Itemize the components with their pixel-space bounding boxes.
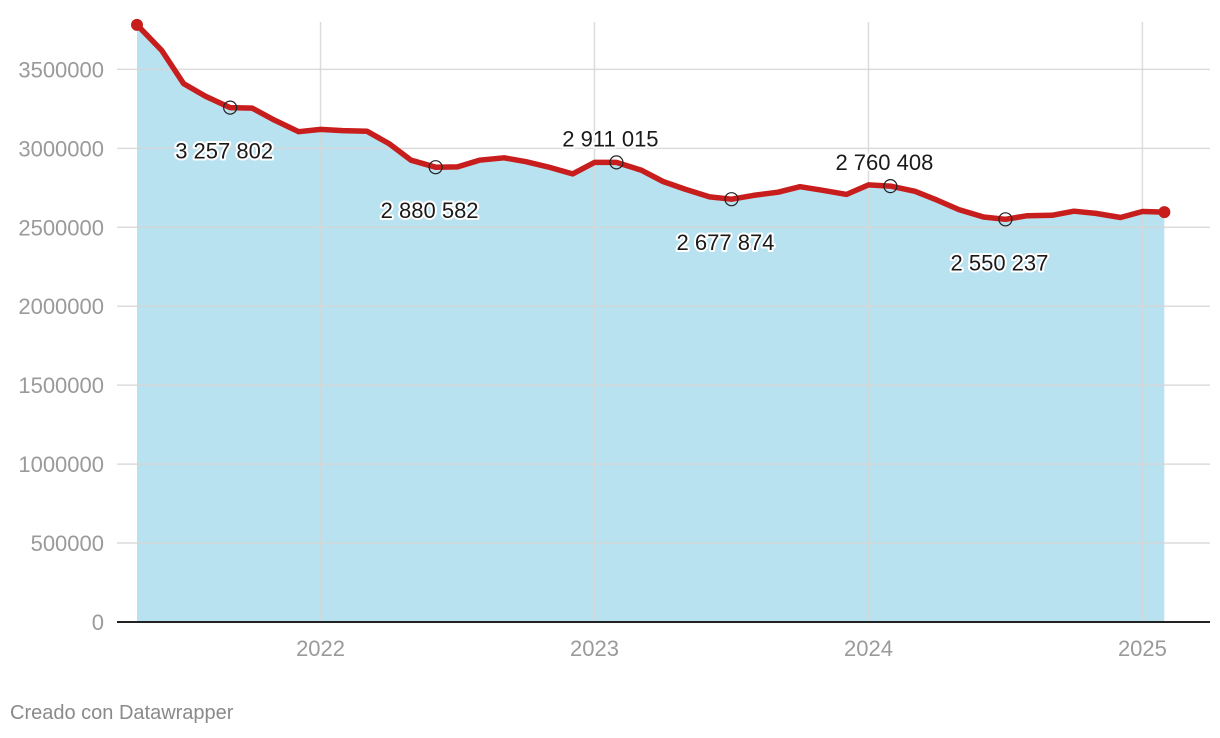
annotation-marker <box>223 100 238 115</box>
annotation-marker <box>428 160 443 175</box>
line-area-chart: 0 500000 1000000 1500000 2000000 2500000 30000… <box>18 18 1210 661</box>
annotation-label: 3 257 802 <box>175 139 273 164</box>
annotation-marker <box>998 212 1013 227</box>
y-tick-label: 2500000 <box>18 215 104 240</box>
y-tick-label: 0 <box>92 610 104 635</box>
annotation-label: 2 880 582 <box>381 198 479 223</box>
annotation-label: 2 550 237 <box>951 250 1049 275</box>
y-tick-label: 500000 <box>31 531 104 556</box>
annotation-marker <box>883 179 898 194</box>
y-tick-label: 3500000 <box>18 57 104 82</box>
footer-credit[interactable]: Creado con Datawrapper <box>10 702 234 724</box>
y-tick-label: 1000000 <box>18 452 104 477</box>
chart: 0 500000 1000000 1500000 2000000 2500000 30000… <box>18 18 1210 661</box>
y-tick-label: 1500000 <box>18 373 104 398</box>
area-fill <box>137 24 1165 623</box>
x-tick-label: 2023 <box>570 636 619 661</box>
x-tick-label: 2025 <box>1118 636 1167 661</box>
annotation-label: 2 677 874 <box>677 230 775 255</box>
y-tick-label: 3000000 <box>18 136 104 161</box>
x-tick-label: 2024 <box>844 636 893 661</box>
x-tick-label: 2022 <box>296 636 345 661</box>
y-tick-label: 2000000 <box>18 294 104 319</box>
annotation-marker <box>724 192 739 207</box>
start-point-marker <box>131 18 143 31</box>
annotation-label: 2 911 015 <box>562 126 658 151</box>
annotation-marker <box>609 155 624 170</box>
end-point-marker <box>1158 206 1171 219</box>
series-line <box>134 22 1168 223</box>
annotation-label: 2 760 408 <box>835 150 933 175</box>
